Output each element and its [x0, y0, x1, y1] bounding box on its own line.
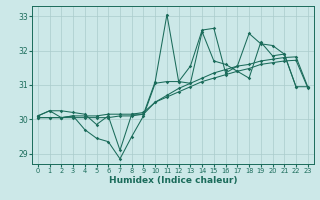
X-axis label: Humidex (Indice chaleur): Humidex (Indice chaleur): [108, 176, 237, 185]
